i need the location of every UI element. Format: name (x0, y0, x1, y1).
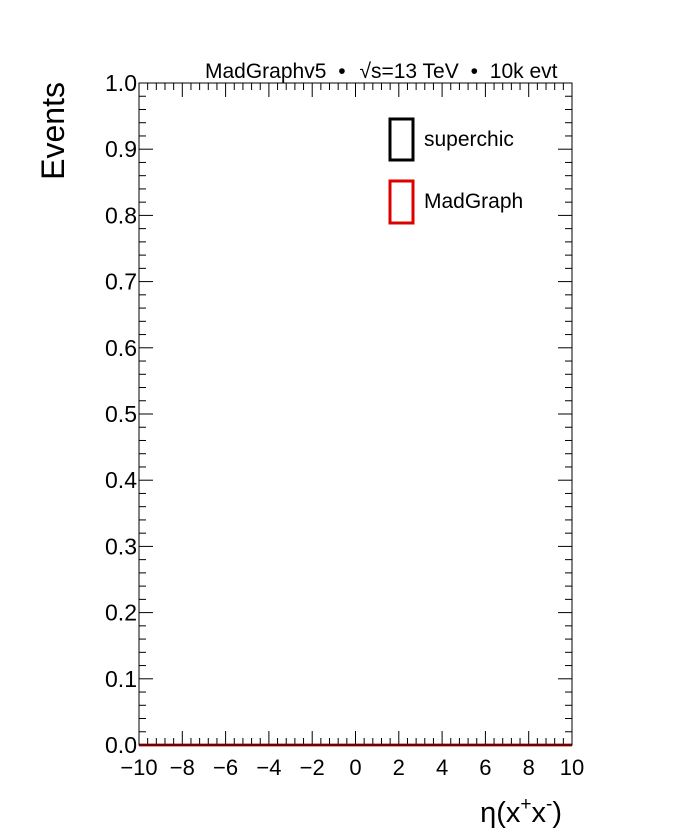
y-tick-label: 0.5 (105, 401, 137, 427)
generator-label: MadGraphv5 (205, 60, 326, 83)
bullet-separator: • (338, 60, 345, 83)
plot-frame (138, 82, 573, 746)
y-tick-label: 0.9 (105, 136, 137, 162)
y-tick-label: 0.8 (105, 202, 137, 228)
x-tick-label: 4 (436, 755, 448, 780)
x-axis-title: η(x+x-) (480, 794, 562, 829)
y-tick-label: 0.2 (105, 600, 137, 626)
y-tick-label: 0.3 (105, 533, 137, 559)
x-tick-label: −6 (213, 755, 238, 780)
x-tick-label: −8 (170, 755, 195, 780)
legend-swatch-superchic (388, 117, 415, 162)
y-tick-label: 0.1 (105, 666, 137, 692)
bullet-separator: • (471, 60, 478, 83)
legend-label-superchic: superchic (424, 128, 514, 151)
legend-label-madgraph: MadGraph (424, 190, 523, 213)
x-tick-label: −10 (120, 755, 157, 780)
y-tick-label: 0.7 (105, 269, 137, 295)
legend: superchic MadGraph (388, 117, 523, 225)
y-tick-label: 0.4 (105, 467, 137, 493)
plot-header: MadGraphv5 • √s=13 TeV • 10k evt (205, 60, 558, 83)
legend-swatch-madgraph (388, 179, 415, 225)
x-tick-label: 10 (560, 755, 584, 780)
events-count-label: 10k evt (490, 60, 558, 83)
x-tick-label: −2 (300, 755, 325, 780)
y-tick-label: 0.6 (105, 335, 137, 361)
sqrt-symbol: √ (359, 60, 371, 83)
y-tick-label: 1.0 (105, 70, 137, 96)
y-axis-title: Events (35, 82, 71, 180)
x-tick-label: 8 (523, 755, 535, 780)
energy-label: s=13 TeV (371, 60, 459, 83)
x-tick-label: 0 (349, 755, 361, 780)
y-tick-label: 0.0 (105, 732, 137, 758)
y-tick-labels: 0.0 0.1 0.2 0.3 0.4 0.5 0.6 0.7 0.8 0.9 1.0 (105, 70, 137, 758)
x-tick-label: 2 (393, 755, 405, 780)
x-tick-labels: −10 −8 −6 −4 −2 0 2 4 6 8 10 (120, 755, 584, 780)
x-tick-label: 6 (479, 755, 491, 780)
x-tick-label: −4 (256, 755, 281, 780)
axis-ticks (138, 82, 573, 746)
